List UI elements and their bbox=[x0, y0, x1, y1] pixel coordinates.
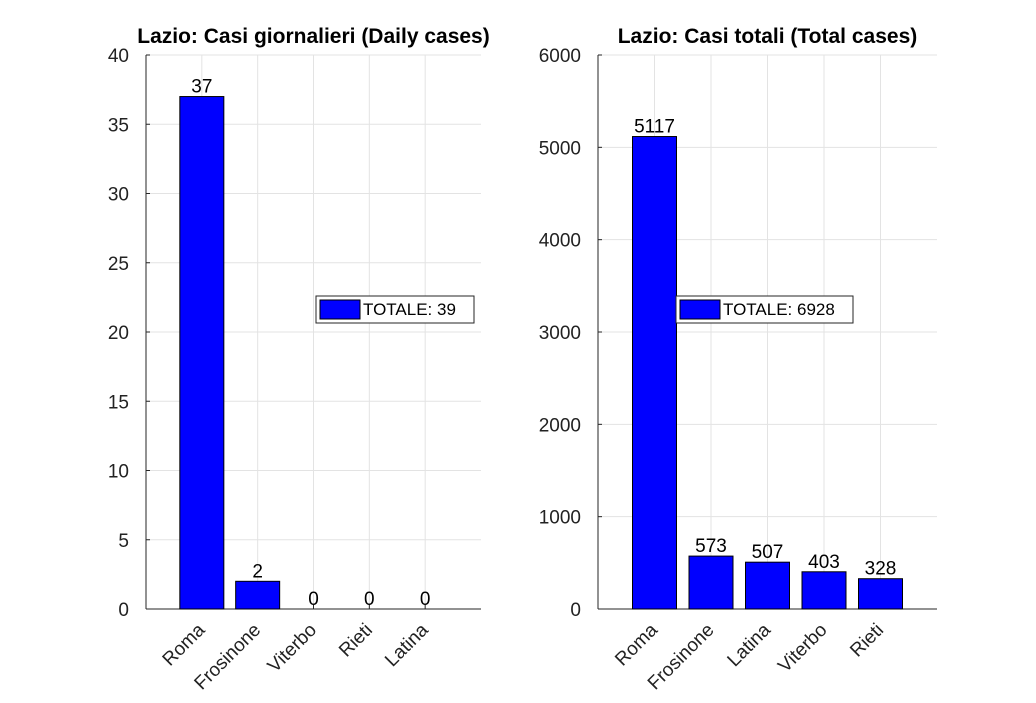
y-tick-label: 1000 bbox=[539, 508, 581, 529]
y-tick-label: 3000 bbox=[539, 323, 581, 344]
y-tick-label: 6000 bbox=[539, 46, 581, 67]
y-tick-label: 0 bbox=[570, 600, 581, 621]
bar-value-label: 5117 bbox=[634, 117, 675, 138]
y-tick-label: 35 bbox=[108, 115, 129, 136]
y-tick-label: 40 bbox=[108, 46, 129, 67]
bar-value-label: 37 bbox=[191, 77, 212, 98]
y-tick-label: 10 bbox=[108, 462, 129, 483]
bar-value-label: 403 bbox=[808, 552, 840, 573]
legend: TOTALE: 6928 bbox=[675, 295, 854, 324]
x-tick-label: Viterbo bbox=[774, 620, 831, 677]
x-tick-label: Latina bbox=[724, 619, 776, 671]
y-tick-label: 30 bbox=[108, 185, 129, 206]
y-tick-label: 4000 bbox=[539, 231, 581, 252]
x-tick-label: Rieti bbox=[335, 620, 377, 662]
y-tick-label: 20 bbox=[108, 323, 129, 344]
bar-frosinone bbox=[688, 555, 734, 610]
bar-viterbo bbox=[801, 571, 847, 610]
bar-value-label: 573 bbox=[695, 536, 727, 557]
y-tick-label: 5 bbox=[118, 531, 129, 552]
chart-total-cases: 0 1000 2000 3000 4000 5000 6000 5117 573 507 403 32… bbox=[539, 25, 937, 694]
x-tick-label: Latina bbox=[381, 619, 433, 671]
y-tick-label: 25 bbox=[108, 254, 129, 275]
x-tick-label: Rieti bbox=[846, 620, 888, 662]
legend: TOTALE: 39 bbox=[315, 295, 475, 324]
x-tick-label: Viterbo bbox=[264, 620, 321, 677]
bar-rieti bbox=[858, 578, 903, 610]
legend-swatch bbox=[319, 299, 361, 320]
bar-value-label: 0 bbox=[420, 589, 431, 610]
bar-roma bbox=[632, 136, 677, 610]
y-tick-label: 2000 bbox=[539, 415, 581, 436]
x-tick-label: Roma bbox=[611, 619, 662, 670]
legend-swatch bbox=[679, 299, 721, 320]
legend-label: TOTALE: 6928 bbox=[723, 300, 835, 319]
legend-label: TOTALE: 39 bbox=[363, 300, 456, 319]
bar-value-label: 328 bbox=[865, 559, 897, 580]
y-tick-label: 0 bbox=[118, 600, 129, 621]
y-tick-label: 5000 bbox=[539, 138, 581, 159]
bar-value-label: 507 bbox=[752, 542, 784, 563]
y-tick-label: 15 bbox=[108, 392, 129, 413]
x-tick-label: Roma bbox=[159, 619, 210, 670]
bar-roma bbox=[179, 96, 225, 610]
bar-value-label: 0 bbox=[364, 589, 375, 610]
bar-value-label: 0 bbox=[308, 589, 319, 610]
bar-latina bbox=[745, 561, 790, 610]
bar-value-label: 2 bbox=[252, 561, 263, 582]
chart-title: Lazio: Casi totali (Total cases) bbox=[618, 25, 918, 48]
bar-frosinone bbox=[235, 580, 281, 610]
chart-title: Lazio: Casi giornalieri (Daily cases) bbox=[137, 25, 489, 48]
